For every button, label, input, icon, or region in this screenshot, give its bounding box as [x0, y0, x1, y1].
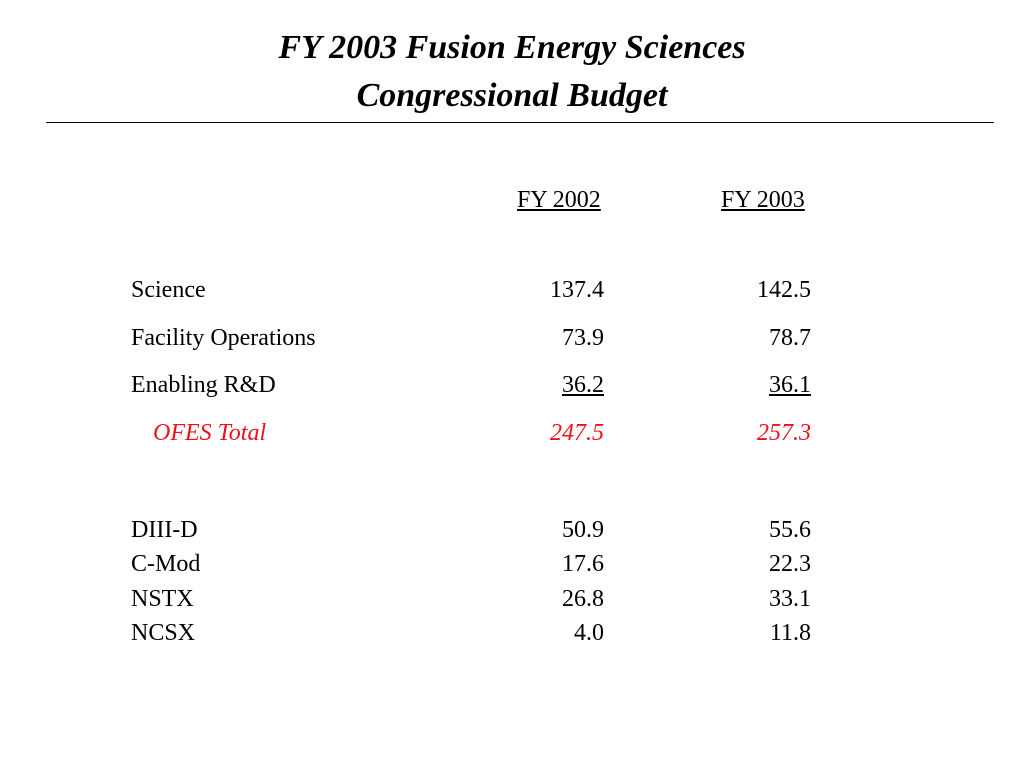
- row-label-science: Science: [131, 277, 206, 303]
- row-label-diii-d: DIII-D: [131, 517, 198, 543]
- row-label-enabling-rd: Enabling R&D: [131, 372, 276, 398]
- page-title-line-1: FY 2003 Fusion Energy Sciences: [278, 29, 746, 66]
- value-nstx-fy2003: 33.1: [769, 586, 811, 612]
- value-science-fy2002: 137.4: [550, 277, 604, 303]
- value-diii-d-fy2003: 55.6: [769, 517, 811, 543]
- row-label-c-mod: C-Mod: [131, 551, 201, 577]
- title-divider: [46, 122, 994, 123]
- row-label-facility-operations: Facility Operations: [131, 325, 316, 351]
- value-ncsx-fy2002: 4.0: [574, 620, 604, 646]
- column-header-fy2003: FY 2003: [721, 187, 805, 213]
- value-facility-operations-fy2002: 73.9: [562, 325, 604, 351]
- value-diii-d-fy2002: 50.9: [562, 517, 604, 543]
- value-facility-operations-fy2003: 78.7: [769, 325, 811, 351]
- value-enabling-rd-fy2003: 36.1: [769, 372, 811, 398]
- page-title-line-2: Congressional Budget: [356, 77, 668, 114]
- value-nstx-fy2002: 26.8: [562, 586, 604, 612]
- value-enabling-rd-fy2002: 36.2: [562, 372, 604, 398]
- value-ncsx-fy2003: 11.8: [769, 620, 811, 646]
- row-label-nstx: NSTX: [131, 586, 194, 612]
- value-science-fy2003: 142.5: [757, 277, 811, 303]
- value-c-mod-fy2003: 22.3: [769, 551, 811, 577]
- value-ofes-total-fy2003: 257.3: [757, 420, 811, 446]
- row-label-ncsx: NCSX: [131, 620, 196, 646]
- column-header-fy2002: FY 2002: [517, 187, 601, 213]
- value-ofes-total-fy2002: 247.5: [550, 420, 604, 446]
- value-c-mod-fy2002: 17.6: [562, 551, 604, 577]
- row-label-ofes-total: OFES Total: [153, 420, 267, 446]
